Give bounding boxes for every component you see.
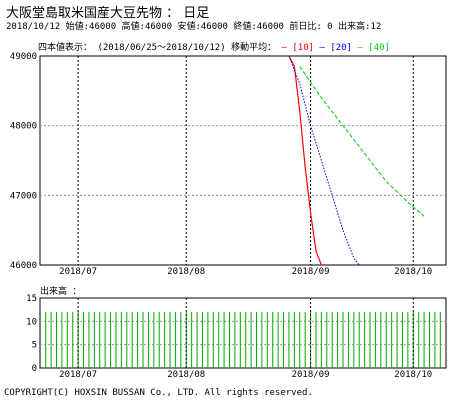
legend-ma-prefix: 移動平均： — [231, 43, 277, 53]
price-panel-frame — [39, 55, 447, 266]
copyright: COPYRIGHT(C) HOXSIN BUSSAN Co., LTD. All… — [4, 388, 313, 398]
series-ma40ma — [299, 66, 425, 217]
legend: 四本値表示： (2018/06/25〜2018/10/12) 移動平均： — [… — [38, 40, 390, 53]
price-y-tick-label: 47000 — [10, 191, 37, 201]
volume-x-tick-label: 2018/10 — [394, 370, 432, 380]
volume-x-tick-label: 2018/08 — [167, 370, 205, 380]
price-y-tick-label: 46000 — [10, 261, 37, 271]
price-y-tick-label: 49000 — [10, 52, 37, 62]
price-x-tick-label: 2018/07 — [59, 267, 97, 277]
legend-period-prefix: 四本値表示： — [38, 43, 93, 53]
legend-ma20: [20] — [330, 43, 352, 53]
price-y-tick-label: 48000 — [10, 122, 37, 132]
volume-x-tick-label: 2018/07 — [59, 370, 97, 380]
price-x-tick-label: 2018/09 — [292, 267, 330, 277]
legend-ma10: [10] — [292, 43, 315, 53]
legend-period: (2018/06/25〜2018/10/12) — [97, 43, 226, 53]
price-x-tick-label: 2018/08 — [167, 267, 205, 277]
chart-title: 大阪堂島取米国産大豆先物 ： 日足 — [6, 6, 210, 21]
legend-ma10-swatch: — — [281, 43, 287, 53]
volume-y-tick-label: 10 — [26, 317, 37, 327]
legend-ma40-swatch: — — [357, 43, 363, 53]
series-ma10ma — [288, 55, 322, 266]
legend-ma20-swatch: — — [319, 43, 325, 53]
volume-y-tick-label: 15 — [26, 294, 37, 304]
volume-y-tick-label: 5 — [32, 341, 37, 351]
price-x-tick-label: 2018/10 — [394, 267, 432, 277]
volume-label: 出来高 ： — [40, 287, 82, 297]
volume-x-tick-label: 2018/09 — [292, 370, 330, 380]
series-ma20ma — [288, 55, 360, 266]
legend-ma40: [40] — [368, 43, 390, 53]
volume-panel-frame — [39, 297, 447, 369]
quote-line: 2018/10/12 始値:46000 高値:46000 安値:46000 終値… — [6, 22, 382, 32]
volume-y-tick-label: 0 — [32, 364, 37, 374]
